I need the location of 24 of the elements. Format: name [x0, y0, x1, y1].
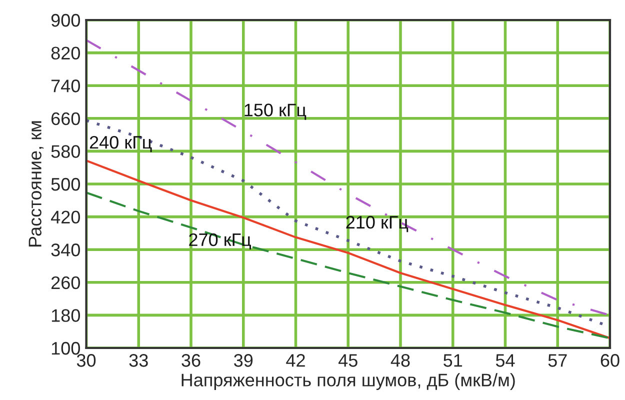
y-tick-label: 820: [51, 46, 80, 60]
x-tick-label: 54: [496, 354, 515, 367]
y-tick-label: 740: [52, 80, 80, 92]
y-tick-label: 180: [52, 309, 80, 322]
y-tick-label: 100: [52, 342, 80, 355]
y-axis-title: Расстояние, км: [28, 121, 44, 246]
x-tick-label: 42: [286, 354, 305, 367]
y-tick-label: 420: [50, 210, 80, 224]
y-tick-label: 500: [51, 178, 80, 191]
x-tick-label: 33: [129, 354, 148, 367]
y-tick-label: 580: [51, 145, 80, 158]
x-tick-label: 60: [600, 354, 620, 367]
x-tick-label: 48: [390, 354, 410, 367]
x-tick-label: 39: [234, 354, 253, 367]
y-tick-label: 260: [51, 276, 80, 290]
y-tick-label: 660: [51, 112, 80, 126]
y-tick-label: 900: [51, 14, 80, 27]
x-tick-label: 45: [338, 354, 358, 367]
x-tick-label: 51: [444, 354, 462, 367]
y-tick-label: 340: [51, 244, 80, 256]
x-tick-label: 30: [76, 354, 96, 367]
x-tick-label: 57: [548, 354, 567, 367]
x-tick-label: 36: [182, 354, 200, 367]
x-axis-title: Напряженность поля шумов, дБ (мкВ/м): [182, 373, 515, 390]
